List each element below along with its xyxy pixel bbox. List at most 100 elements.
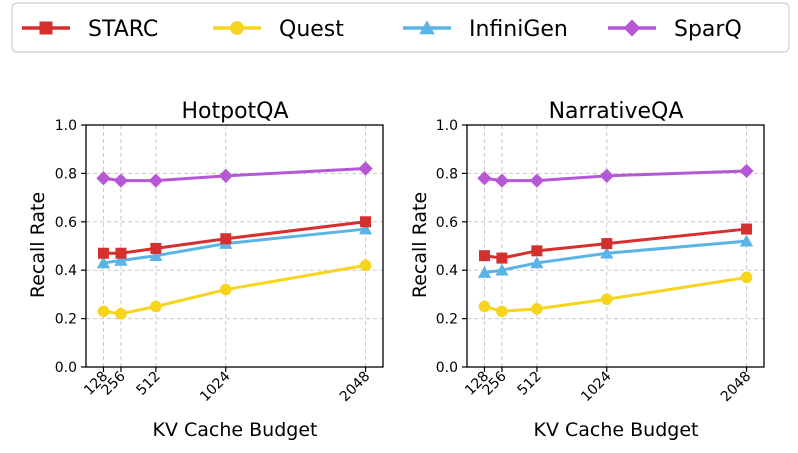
legend-label: STARC <box>88 17 158 42</box>
y-tick-label: 0.0 <box>436 360 458 376</box>
y-tick-label: 0.2 <box>436 312 458 328</box>
legend-items: STARC Quest InfiniGen SparQ <box>22 17 742 42</box>
y-tick-label: 0.2 <box>55 312 77 328</box>
data-point <box>496 252 508 264</box>
data-point <box>115 307 127 320</box>
series-starc <box>97 216 372 259</box>
x-tick-label: 512 <box>514 369 544 399</box>
data-point <box>741 223 753 235</box>
data-point <box>150 242 162 254</box>
data-point <box>530 256 544 269</box>
data-point <box>495 263 509 276</box>
series-line <box>103 167 366 183</box>
chart-title: NarrativeQA <box>549 99 684 124</box>
data-point <box>599 168 614 183</box>
grid <box>86 124 383 368</box>
series-quest <box>478 271 753 318</box>
grid <box>467 124 764 368</box>
y-tick-label: 1.0 <box>436 118 458 134</box>
series-line <box>103 263 366 316</box>
data-point <box>531 245 543 257</box>
data-point <box>601 238 613 250</box>
data-point <box>97 305 110 318</box>
y-tick-label: 0.8 <box>55 166 77 182</box>
y-tick-label: 0.4 <box>436 263 458 279</box>
data-point <box>114 253 128 266</box>
y-tick-label: 1.0 <box>55 118 77 134</box>
data-point <box>113 173 129 188</box>
legend-marker <box>230 21 244 35</box>
chart-narrativeqa: NarrativeQA Recall Rate KV Cache Budget … <box>409 99 765 441</box>
data-point <box>478 300 491 313</box>
series-quest <box>97 259 372 320</box>
y-tick-label: 0.8 <box>436 166 458 182</box>
data-point <box>494 173 510 188</box>
legend-entry-starc: STARC <box>22 17 158 42</box>
legend-marker <box>419 20 435 35</box>
series-infinigen <box>96 222 373 269</box>
x-tick-label: 1024 <box>578 368 615 405</box>
x-tick-label: 2048 <box>718 369 755 406</box>
x-tick-label: 2048 <box>337 369 374 406</box>
data-point <box>477 171 492 186</box>
data-point <box>739 234 754 247</box>
y-tick-label: 0.0 <box>55 360 77 376</box>
data-point <box>739 163 754 179</box>
y-tick-label: 0.4 <box>55 263 77 279</box>
series-line <box>103 227 366 265</box>
data-point <box>529 173 545 188</box>
chart-hotpotqa: HotpotQA Recall Rate KV Cache Budget 0.0… <box>27 99 384 441</box>
data-point <box>740 271 753 284</box>
y-tick-label: 0.6 <box>55 215 77 231</box>
data-point <box>600 246 614 259</box>
legend-marker <box>39 21 53 35</box>
y-ticks: 0.0 0.2 0.4 0.6 0.8 1.0 <box>436 118 467 376</box>
series-sparq <box>96 161 373 188</box>
legend-entry-sparq: SparQ <box>608 17 742 42</box>
data-point <box>600 293 613 306</box>
data-point <box>219 283 232 296</box>
legend-entry-quest: Quest <box>213 17 344 42</box>
data-point <box>496 305 508 318</box>
x-axis-label: KV Cache Budget <box>153 419 318 441</box>
series-infinigen <box>477 234 754 278</box>
data-point <box>148 173 164 188</box>
series-starc <box>478 223 753 264</box>
data-point <box>97 247 109 259</box>
data-point <box>478 250 490 262</box>
data-point <box>360 216 372 228</box>
data-point <box>358 222 373 235</box>
chart-title: HotpotQA <box>181 99 288 124</box>
data-point <box>149 249 163 261</box>
legend-entry-infinigen: InfiniGen <box>403 17 568 42</box>
data-point <box>359 259 372 272</box>
y-axis-label: Recall Rate <box>27 192 49 298</box>
legend-label: SparQ <box>674 17 742 42</box>
data-point <box>531 303 543 315</box>
series-line <box>484 275 747 313</box>
data-point <box>96 171 111 186</box>
series-line <box>484 169 747 183</box>
data-point <box>150 300 162 313</box>
data-point <box>96 256 111 269</box>
y-ticks: 0.0 0.2 0.4 0.6 0.8 1.0 <box>55 118 86 376</box>
series-line <box>103 220 366 255</box>
x-tick-label: 1024 <box>197 368 234 405</box>
y-axis-label: Recall Rate <box>409 192 431 298</box>
x-tick-label: 512 <box>133 369 163 399</box>
plot-frame <box>85 124 384 368</box>
series-sparq <box>477 163 754 188</box>
legend: STARC Quest InfiniGen SparQ <box>11 2 790 53</box>
legend-label: InfiniGen <box>469 17 568 42</box>
data-point <box>358 161 373 176</box>
data-point <box>218 168 233 183</box>
legend-marker <box>623 19 641 37</box>
legend-frame <box>11 2 790 53</box>
plot-frame <box>466 124 765 368</box>
x-axis-label: KV Cache Budget <box>534 419 699 441</box>
data-point <box>220 233 232 245</box>
legend-label: Quest <box>279 17 344 42</box>
